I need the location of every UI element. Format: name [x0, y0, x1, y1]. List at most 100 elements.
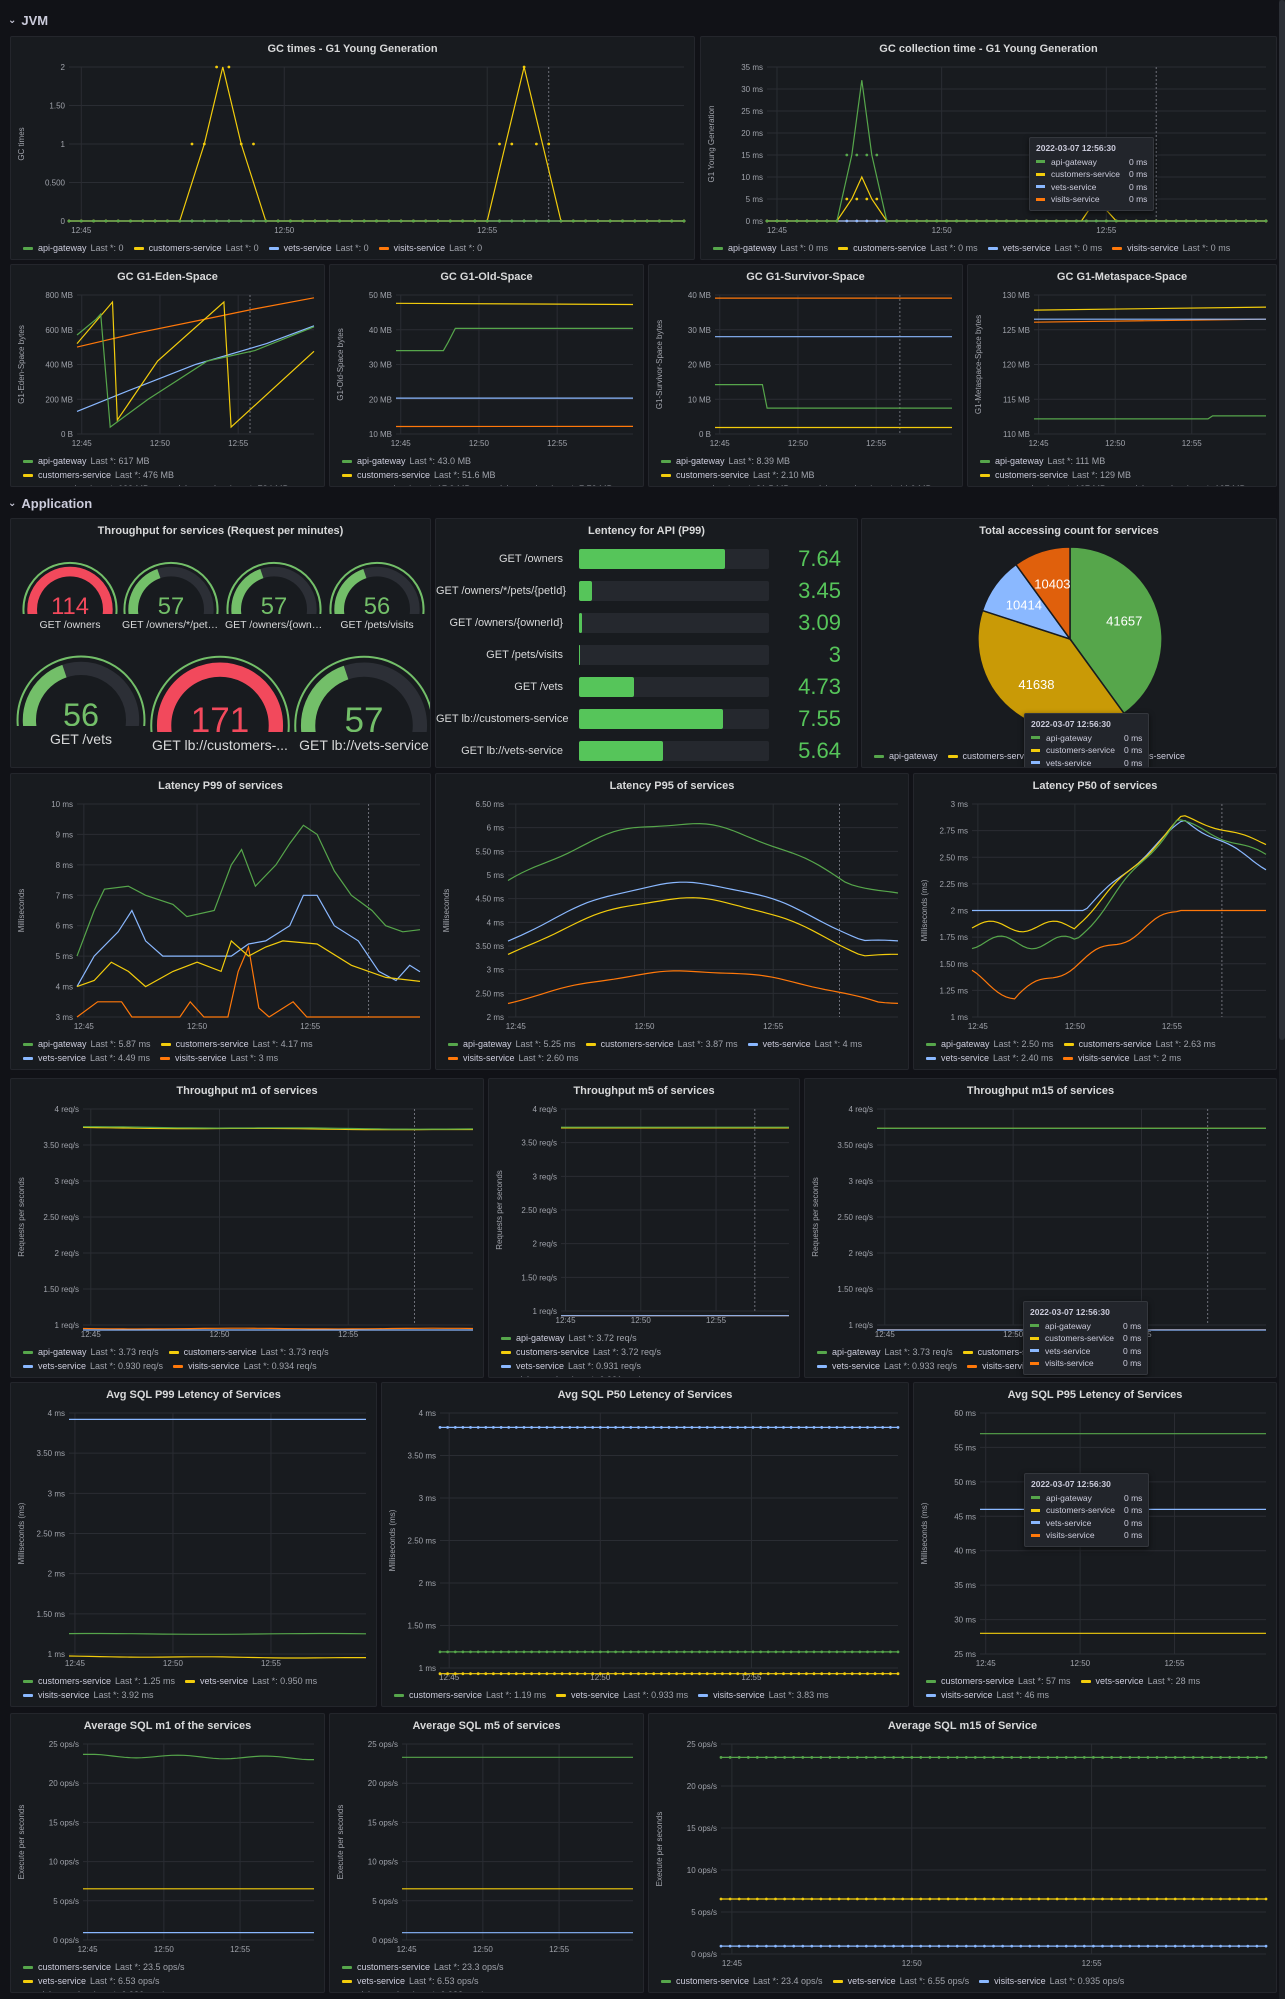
legend-item[interactable]: api-gateway Last *: 3.73 req/s	[23, 1345, 159, 1359]
data-point[interactable]	[621, 1650, 625, 1654]
data-point[interactable]	[313, 219, 317, 223]
data-point[interactable]	[1164, 1944, 1168, 1948]
data-point[interactable]	[896, 1650, 900, 1654]
data-point[interactable]	[606, 1650, 610, 1654]
data-point[interactable]	[1028, 1897, 1032, 1901]
chart-plot[interactable]: Milliseconds (ms) 4 ms 3.50 ms 3 ms 2.50 ms 2…	[11, 1383, 377, 1707]
panel-title[interactable]: Throughput for services (Request per min…	[97, 525, 344, 537]
chart-plot[interactable]: Execute per seconds 25 ops/s 20 ops/s 15 op…	[649, 1714, 1277, 1993]
data-point[interactable]	[812, 1650, 816, 1654]
data-point[interactable]	[338, 219, 341, 223]
data-point[interactable]	[67, 219, 71, 223]
data-point[interactable]	[446, 1426, 449, 1429]
data-point[interactable]	[846, 1944, 850, 1948]
data-point[interactable]	[1119, 1756, 1123, 1759]
legend-item[interactable]: vets-service Last *: 0.933 req/s	[817, 1359, 957, 1373]
data-point[interactable]	[438, 1426, 442, 1429]
data-point[interactable]	[1075, 219, 1078, 223]
row-jvm[interactable]: ⌄ JVM	[8, 8, 48, 32]
data-point[interactable]	[874, 1944, 877, 1948]
data-point[interactable]	[828, 1944, 832, 1948]
panel-title[interactable]: GC G1-Eden-Space	[117, 271, 218, 283]
panel-title[interactable]: GC collection time - G1 Young Generation	[879, 43, 1098, 55]
data-point[interactable]	[446, 1672, 449, 1676]
data-point[interactable]	[1015, 219, 1018, 223]
gauge[interactable]: 57 GET /owners/*/pets...	[122, 561, 220, 631]
panel-title[interactable]: GC G1-Metaspace-Space	[1056, 271, 1188, 283]
data-point[interactable]	[1073, 1897, 1077, 1901]
data-point[interactable]	[670, 219, 674, 223]
pie-slice[interactable]	[1069, 546, 1163, 715]
scrollbar-thumb[interactable]	[1279, 0, 1285, 1040]
data-point[interactable]	[598, 1426, 602, 1429]
legend-item[interactable]: visits-service Last *: 3 ms	[160, 1051, 278, 1065]
data-point[interactable]	[1092, 1944, 1095, 1948]
data-point[interactable]	[820, 1650, 824, 1654]
data-point[interactable]	[713, 1426, 717, 1429]
gauge[interactable]: 57 GET lb://vets-service	[294, 654, 430, 758]
bar-row[interactable]: GET lb://vets-service 5.64	[436, 738, 857, 763]
data-point[interactable]	[846, 1756, 850, 1759]
data-point[interactable]	[453, 1672, 457, 1676]
data-point[interactable]	[1154, 219, 1158, 223]
data-point[interactable]	[667, 1426, 671, 1429]
data-point[interactable]	[1201, 1897, 1204, 1901]
legend-item[interactable]: api-gateway	[874, 749, 938, 763]
data-point[interactable]	[858, 1650, 862, 1654]
data-point[interactable]	[553, 1650, 556, 1654]
data-point[interactable]	[484, 1650, 488, 1654]
data-point[interactable]	[810, 1897, 814, 1901]
data-point[interactable]	[765, 1897, 768, 1901]
data-point[interactable]	[945, 219, 948, 223]
data-point[interactable]	[652, 1672, 656, 1676]
series-line-yellow[interactable]	[1033, 306, 1267, 311]
data-point[interactable]	[835, 1672, 839, 1676]
data-point[interactable]	[350, 219, 354, 223]
data-point[interactable]	[498, 142, 501, 146]
data-point[interactable]	[864, 1944, 868, 1948]
data-point[interactable]	[855, 1944, 859, 1948]
data-point[interactable]	[883, 1944, 886, 1948]
chart-plot[interactable]: G1-Eden-Space bytes 800 MB 600 MB 400 MB 200…	[11, 265, 325, 487]
data-point[interactable]	[1035, 219, 1038, 223]
series-line-orange[interactable]	[82, 1327, 474, 1330]
legend-item[interactable]: api-gateway Last *: 0 ms	[713, 241, 828, 255]
data-point[interactable]	[1173, 1897, 1177, 1901]
data-point[interactable]	[910, 1756, 914, 1759]
panel-p99[interactable]: Latency P99 of services Milliseconds 10 ms…	[10, 773, 431, 1070]
legend-item[interactable]: vets-service Last *: 623 MB	[23, 482, 149, 486]
data-point[interactable]	[545, 1650, 549, 1654]
data-point[interactable]	[743, 1426, 747, 1429]
data-point[interactable]	[438, 1672, 442, 1676]
data-point[interactable]	[1114, 219, 1118, 223]
data-point[interactable]	[985, 219, 988, 223]
data-point[interactable]	[510, 219, 514, 223]
data-point[interactable]	[889, 1650, 892, 1654]
data-point[interactable]	[865, 219, 869, 223]
data-point[interactable]	[530, 1650, 533, 1654]
legend-item[interactable]: vets-service Last *: 6.53 ops/s	[342, 1974, 479, 1988]
bar-row[interactable]: GET /pets/visits 3	[436, 642, 857, 667]
data-point[interactable]	[215, 65, 219, 69]
data-point[interactable]	[637, 1426, 640, 1429]
data-point[interactable]	[469, 1672, 472, 1676]
data-point[interactable]	[1146, 1897, 1150, 1901]
data-point[interactable]	[1137, 1897, 1141, 1901]
bar-row[interactable]: GET /owners/{ownerId} 3.09	[436, 610, 857, 635]
data-point[interactable]	[514, 1672, 518, 1676]
data-point[interactable]	[476, 1650, 480, 1654]
panel-sql-p99[interactable]: Avg SQL P99 Letency of Services Milliseco…	[10, 1382, 377, 1707]
data-point[interactable]	[992, 1897, 995, 1901]
data-point[interactable]	[845, 153, 849, 157]
data-point[interactable]	[801, 1756, 805, 1759]
series-line-orange[interactable]	[76, 944, 420, 1018]
chart-plot[interactable]: G1 Young Generation 35 ms 30 ms 25 ms 20 ms 1…	[701, 37, 1277, 260]
data-point[interactable]	[785, 219, 789, 223]
legend-item[interactable]: vets-service Last *: 0.931 req/s	[501, 1359, 641, 1373]
data-point[interactable]	[553, 1672, 556, 1676]
data-point[interactable]	[855, 197, 859, 201]
data-point[interactable]	[759, 1650, 762, 1654]
data-point[interactable]	[1064, 1897, 1068, 1901]
data-point[interactable]	[805, 219, 809, 223]
